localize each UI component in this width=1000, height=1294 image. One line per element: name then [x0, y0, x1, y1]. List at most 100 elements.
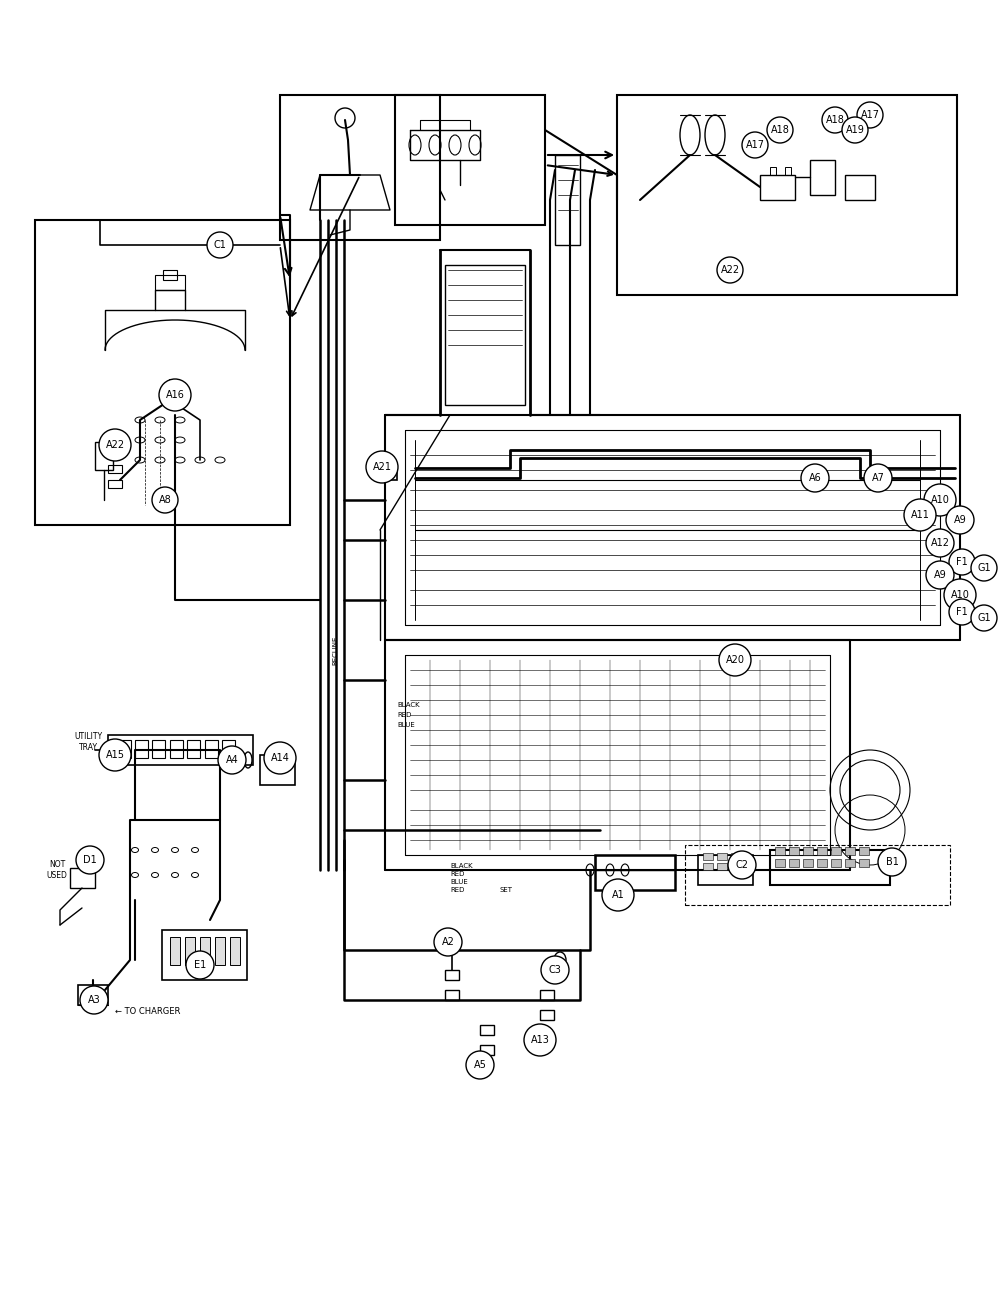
Bar [222, 740, 235, 758]
Circle shape [971, 606, 997, 631]
Text: A9: A9 [954, 515, 966, 525]
Bar [170, 740, 183, 758]
Circle shape [524, 1024, 556, 1056]
Text: UTILITY
TRAY: UTILITY TRAY [74, 732, 102, 752]
Circle shape [767, 116, 793, 144]
Text: A13: A13 [531, 1035, 549, 1046]
Bar [445, 265, 525, 405]
Text: G1: G1 [977, 563, 991, 573]
Text: A19: A19 [846, 126, 864, 135]
Circle shape [719, 644, 751, 675]
Circle shape [944, 578, 976, 611]
Bar [260, 754, 295, 785]
Circle shape [186, 951, 214, 980]
Text: A18: A18 [826, 115, 844, 126]
Text: NOT
USED: NOT USED [47, 861, 67, 880]
Circle shape [99, 739, 131, 771]
Text: A4: A4 [226, 754, 238, 765]
Bar [785, 167, 791, 175]
Bar [70, 868, 95, 888]
Bar [445, 970, 459, 980]
Bar [817, 859, 827, 867]
Text: A9: A9 [934, 569, 946, 580]
Bar [845, 848, 855, 855]
Bar [379, 468, 397, 480]
Text: ← TO CHARGER: ← TO CHARGER [115, 1008, 180, 1017]
Text: B1: B1 [886, 857, 898, 867]
Circle shape [218, 747, 246, 774]
Circle shape [264, 741, 296, 774]
Bar [775, 848, 785, 855]
Text: A17: A17 [860, 110, 880, 120]
Circle shape [728, 851, 756, 879]
Circle shape [76, 846, 104, 873]
Circle shape [842, 116, 868, 144]
Circle shape [152, 487, 178, 512]
Bar [205, 740, 218, 758]
Bar [617, 94, 957, 295]
Bar [118, 740, 131, 758]
Text: A7: A7 [872, 474, 884, 483]
Text: C2: C2 [736, 861, 748, 870]
Text: E1: E1 [194, 960, 206, 970]
Bar [845, 175, 875, 201]
Bar [152, 740, 165, 758]
Bar [703, 853, 713, 861]
Bar [817, 848, 827, 855]
Bar [770, 167, 776, 175]
Bar [280, 94, 440, 239]
Text: BLUE: BLUE [397, 722, 415, 729]
Bar [789, 848, 799, 855]
Text: A17: A17 [746, 140, 765, 150]
Bar [731, 863, 741, 870]
Circle shape [541, 956, 569, 983]
Text: A21: A21 [372, 462, 392, 472]
Text: A2: A2 [442, 937, 454, 947]
Circle shape [864, 465, 892, 492]
Bar [480, 1046, 494, 1055]
Text: A16: A16 [166, 389, 184, 400]
Bar [540, 1011, 554, 1020]
Bar [775, 859, 785, 867]
Text: A22: A22 [720, 265, 740, 276]
Bar [770, 850, 890, 885]
Circle shape [857, 102, 883, 128]
Circle shape [926, 529, 954, 556]
Text: A5: A5 [474, 1060, 486, 1070]
Text: A1: A1 [612, 890, 624, 901]
Bar [540, 990, 554, 1000]
Text: A18: A18 [771, 126, 789, 135]
Circle shape [878, 848, 906, 876]
Text: G1: G1 [977, 613, 991, 622]
Bar [480, 1025, 494, 1035]
Circle shape [159, 379, 191, 411]
Circle shape [904, 499, 936, 531]
Text: SET: SET [500, 886, 513, 893]
Bar [703, 863, 713, 870]
Bar [108, 735, 253, 765]
Circle shape [717, 258, 743, 283]
Text: A3: A3 [88, 995, 100, 1005]
Text: A15: A15 [106, 751, 124, 760]
Bar [731, 853, 741, 861]
Circle shape [924, 484, 956, 516]
Bar [717, 863, 727, 870]
Bar [803, 848, 813, 855]
Bar [555, 155, 580, 245]
Bar [810, 160, 835, 195]
Text: A11: A11 [911, 510, 929, 520]
Bar [717, 853, 727, 861]
Bar [35, 220, 290, 525]
Text: C3: C3 [549, 965, 561, 974]
Bar [135, 740, 148, 758]
Bar [78, 985, 108, 1005]
Bar [831, 859, 841, 867]
Circle shape [801, 465, 829, 492]
Circle shape [949, 599, 975, 625]
Text: A22: A22 [105, 440, 125, 450]
Bar [155, 276, 185, 290]
Bar [170, 937, 180, 965]
Text: A6: A6 [809, 474, 821, 483]
Circle shape [207, 232, 233, 258]
Text: RED: RED [450, 871, 464, 877]
